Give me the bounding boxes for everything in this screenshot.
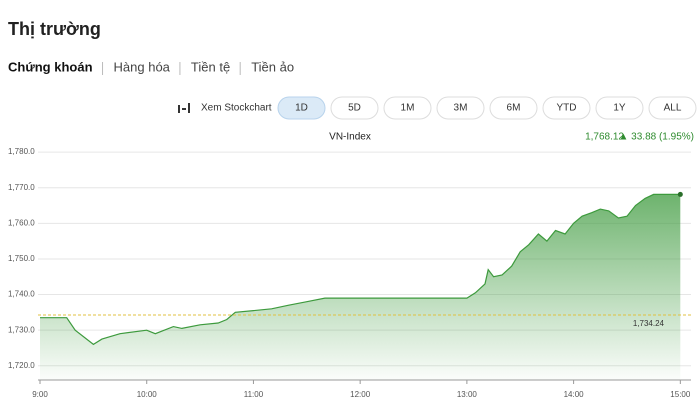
tab[interactable]: Tiền ảo xyxy=(251,59,294,74)
line xyxy=(40,193,681,346)
x-tick-label: 13:00 xyxy=(457,390,478,399)
x-tick-label: 10:00 xyxy=(137,390,158,399)
range-button[interactable] xyxy=(489,96,538,120)
x-tick-label: 15:00 xyxy=(670,390,691,399)
range-label[interactable]: 3M xyxy=(454,103,468,114)
range-label[interactable]: 6M xyxy=(507,103,521,114)
price: 1,768.12 xyxy=(585,132,624,143)
x-tick-label: 14:00 xyxy=(564,390,585,399)
range-button[interactable] xyxy=(330,96,379,120)
change: ▲ 33.88 (1.95%) xyxy=(619,132,695,143)
page-title: Thị trường xyxy=(8,19,101,39)
x-tick-label: 12:00 xyxy=(350,390,371,399)
range-button[interactable] xyxy=(542,96,591,120)
y-tick-label: 1,730.0 xyxy=(8,325,35,334)
range-button[interactable] xyxy=(648,96,697,120)
range-label[interactable]: YTD xyxy=(557,103,577,114)
reference-label: 1,734.24 xyxy=(633,319,665,328)
y-tick-label: 1,770.0 xyxy=(8,183,35,192)
range-button[interactable] xyxy=(277,96,326,120)
range-label[interactable]: 1D xyxy=(295,103,308,114)
range-button[interactable] xyxy=(595,96,644,120)
range-label[interactable]: 5D xyxy=(348,103,361,114)
chart-title: VN-Index xyxy=(329,132,371,143)
y-tick-label: 1,750.0 xyxy=(8,254,35,263)
range-button[interactable] xyxy=(436,96,485,120)
y-tick-label: 1,780.0 xyxy=(8,147,35,156)
area xyxy=(40,194,681,380)
range-label[interactable]: 1Y xyxy=(613,103,626,114)
stockchart-link[interactable]: Xem Stockchart xyxy=(201,103,272,114)
range-label[interactable]: ALL xyxy=(664,103,682,114)
tab[interactable]: Tiền tệ xyxy=(191,59,230,74)
range-button[interactable] xyxy=(383,96,432,120)
y-tick-label: 1,760.0 xyxy=(8,218,35,227)
tabs: Chứng khoán Hàng hóa Tiền tệ Tiền ảo xyxy=(8,59,294,75)
range-buttons: 1D 5D 1M 3M 6M YTD 1Y ALL xyxy=(277,96,697,120)
y-tick-label: 1,740.0 xyxy=(8,290,35,299)
y-tick-label: 1,720.0 xyxy=(8,361,35,370)
x-tick-label: 11:00 xyxy=(244,390,264,399)
stockchart-icon xyxy=(178,103,190,113)
end-point xyxy=(677,191,683,197)
range-label[interactable]: 1M xyxy=(401,103,415,114)
plot: 1,720.0 1,730.0 1,740.0 1,750.0 1,760.0 1,770… xyxy=(8,147,691,399)
x-tick-label: 9:00 xyxy=(32,390,48,399)
tab[interactable]: Chứng khoán xyxy=(8,59,93,74)
tab[interactable]: Hàng hóa xyxy=(114,59,171,74)
